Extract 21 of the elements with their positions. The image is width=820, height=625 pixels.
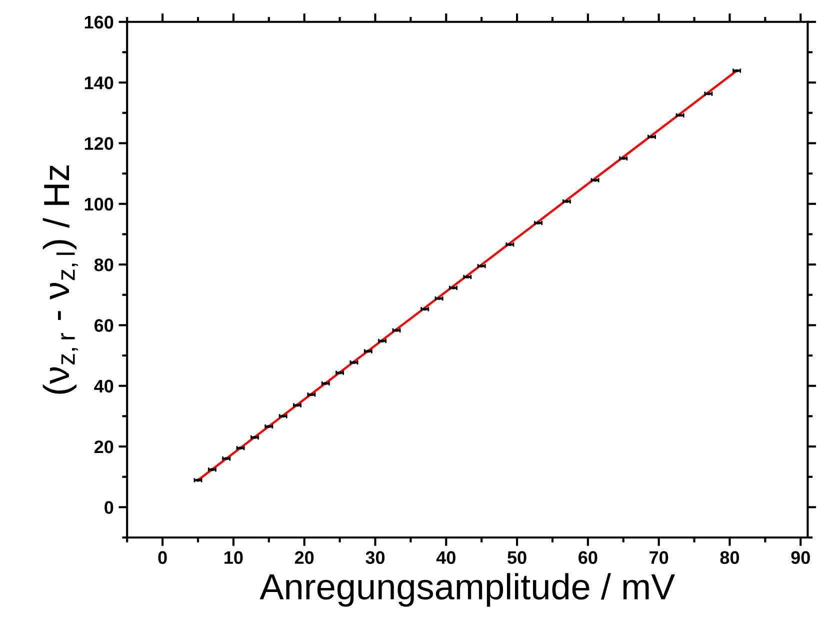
y-tick-label: 100 — [84, 198, 114, 211]
y-tick-label: 20 — [94, 440, 114, 454]
x-tick-label: 50 — [508, 551, 526, 564]
y-tick-label: 0 — [104, 501, 114, 514]
y-tick-label: 80 — [94, 258, 114, 272]
x-tick-label: 90 — [791, 551, 810, 564]
x-tick-label: 30 — [366, 551, 385, 564]
y-tick-label: 60 — [94, 319, 114, 332]
y-axis-title: (ν$_{z,r}$ - ν$_{z,l}$) / Hz — [42, 166, 78, 394]
x-tick-label: 10 — [224, 551, 243, 564]
x-tick-label: 60 — [578, 551, 598, 564]
y-tick-label: 120 — [84, 137, 114, 150]
x-tick-label: 0 — [158, 551, 167, 564]
x-axis-title: Anregungsamplitude / mV — [260, 573, 676, 607]
y-tick-label: 160 — [84, 16, 114, 29]
x-tick-label: 70 — [650, 551, 668, 564]
x-tick-label: 40 — [436, 551, 456, 564]
x-tick-label: 80 — [720, 551, 740, 564]
y-tick-label: 40 — [94, 380, 114, 393]
x-tick-label: 20 — [294, 551, 314, 564]
y-tick-label: 140 — [84, 76, 114, 90]
